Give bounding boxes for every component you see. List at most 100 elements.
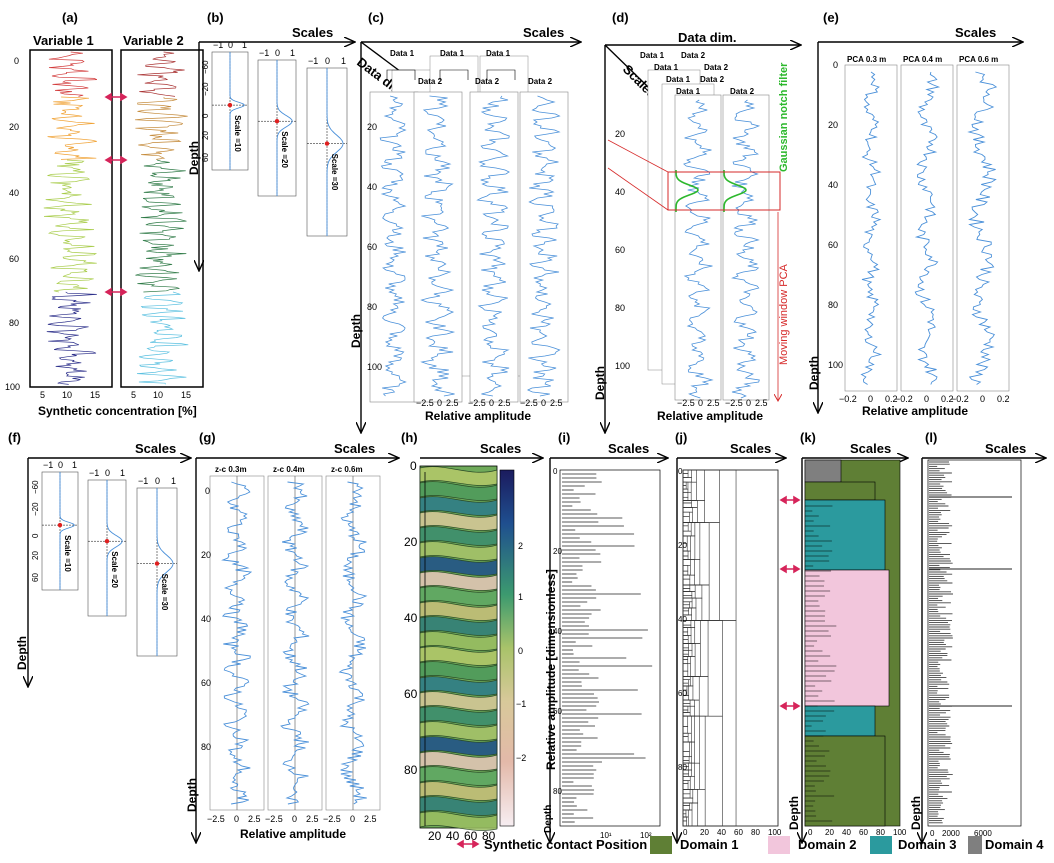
wavelet-curve (276, 60, 293, 196)
panel-g-title: Scales (334, 441, 375, 456)
panel-b-depth: Depth (187, 141, 201, 175)
panel-j-frame (682, 469, 779, 827)
heatmap-band (419, 751, 498, 771)
tick-label: 2.5 (364, 814, 377, 824)
wavelet-curve (156, 488, 174, 656)
tick-label: −2.5 (725, 398, 743, 408)
tick-label: 0 (105, 468, 110, 478)
plot-frame (722, 94, 770, 401)
signal-trace (338, 481, 368, 805)
tick-label: 2.5 (707, 398, 720, 408)
tree-node (682, 550, 689, 557)
signal-trace (731, 99, 761, 399)
panel-k: (k) Scales Depth 0 20 40 60 80 100 (779, 430, 907, 842)
tick-label: −1 (43, 460, 53, 470)
tree-node (682, 679, 691, 687)
tree-node (682, 620, 709, 677)
tree-node (682, 741, 695, 764)
tree-node (682, 627, 689, 633)
tree-node (682, 584, 691, 589)
tree-node (682, 682, 689, 687)
tree-node (682, 793, 691, 799)
legend-domain1: Domain 1 (680, 837, 739, 852)
domain-block (804, 459, 842, 483)
heatmap-band (419, 481, 498, 501)
tick-label: −1 (213, 40, 223, 50)
tick: 15 (181, 390, 191, 400)
panel-i: (i) Scales Depth 0 20 40 60 80 10¹ 10² (543, 430, 667, 842)
tick-label: 80 (482, 829, 496, 843)
tick-label: 40 (404, 611, 418, 625)
tree-node (682, 624, 692, 628)
tick-label: 20 (201, 131, 210, 140)
tick-label: Scale =20 (280, 131, 289, 168)
tick: 20 (9, 122, 19, 132)
tree-node (682, 522, 689, 527)
tree-node (682, 565, 689, 572)
panel-j-label: (j) (675, 430, 687, 445)
legend-swatch-domain3 (870, 836, 892, 854)
tick: 80 (9, 318, 19, 328)
tree-node (682, 751, 690, 758)
tick-label: 80 (404, 763, 418, 777)
tick-label: 60 (201, 153, 210, 162)
tick-label: PCA 0.6 m (959, 55, 998, 64)
heatmap-band (419, 796, 498, 816)
tick-label: 1 (290, 48, 295, 58)
heatmap-band (419, 691, 498, 711)
tree-node (682, 555, 689, 560)
panel-b-title: Scales (292, 25, 333, 40)
tree-link (486, 69, 516, 80)
tick-label: Data 1 (654, 63, 679, 72)
tick-label: 60 (367, 242, 377, 252)
panel-f-title: Scales (135, 441, 176, 456)
panel-d-xlabel: Relative amplitude (657, 409, 763, 423)
tick-label: 1 (72, 460, 77, 470)
tick: 5 (131, 390, 136, 400)
panel-i-label: (i) (558, 430, 570, 445)
tick-label: 20 (201, 550, 211, 560)
tick-label: 0 (683, 828, 688, 837)
tree-node (682, 802, 699, 827)
heatmap-band (419, 736, 498, 756)
tree-node (682, 699, 691, 704)
tree-node (682, 780, 689, 784)
legend-swatch-domain1 (650, 836, 672, 854)
tick: 15 (90, 390, 100, 400)
tree-node (682, 715, 695, 743)
heatmap-band (419, 526, 498, 546)
signal-trace (420, 95, 456, 397)
heatmap-band (419, 496, 498, 516)
tick: 60 (9, 254, 19, 264)
tick-label: −0.2 (951, 394, 969, 404)
tree-node (682, 653, 689, 657)
tree-node (682, 601, 690, 606)
panel-h: (h) Scales 0 20 40 60 80 20 40 60 80 2 1 0 −1 −2… (401, 430, 558, 843)
legend-domain4: Domain 4 (985, 837, 1044, 852)
tick-label: 80 (678, 763, 687, 772)
tree-node (682, 559, 695, 576)
panel-e-plots: PCA 0.3 m −0.2 0 0.2 PCA 0.4 m −0.2 0 0.2 PCA 0.… (828, 55, 1010, 404)
tree-node (682, 663, 689, 672)
panel-l-label: (l) (925, 430, 937, 445)
legend-domain3: Domain 3 (898, 837, 957, 852)
tick-label: −2.5 (207, 814, 225, 824)
tick-label: 20 (404, 535, 418, 549)
plot-frame (413, 91, 463, 403)
tick-label: z-c 0.3m (215, 465, 247, 474)
panel-i-bars: 0 20 40 60 80 (553, 467, 653, 823)
tick-label: 1 (171, 476, 176, 486)
tick-label: 60 (31, 573, 40, 582)
tick-label: 80 (553, 787, 562, 796)
tree-node (682, 525, 689, 532)
tick-label: 20 (678, 541, 687, 550)
panel-a: (a) Variable 1 Variable 2 0 20 40 60 80 … (5, 10, 204, 418)
tree-node (682, 559, 701, 586)
tick: 10¹ (600, 831, 612, 840)
panel-k-label: (k) (800, 430, 816, 445)
plot-frame (900, 64, 954, 392)
tree-node (682, 477, 692, 483)
